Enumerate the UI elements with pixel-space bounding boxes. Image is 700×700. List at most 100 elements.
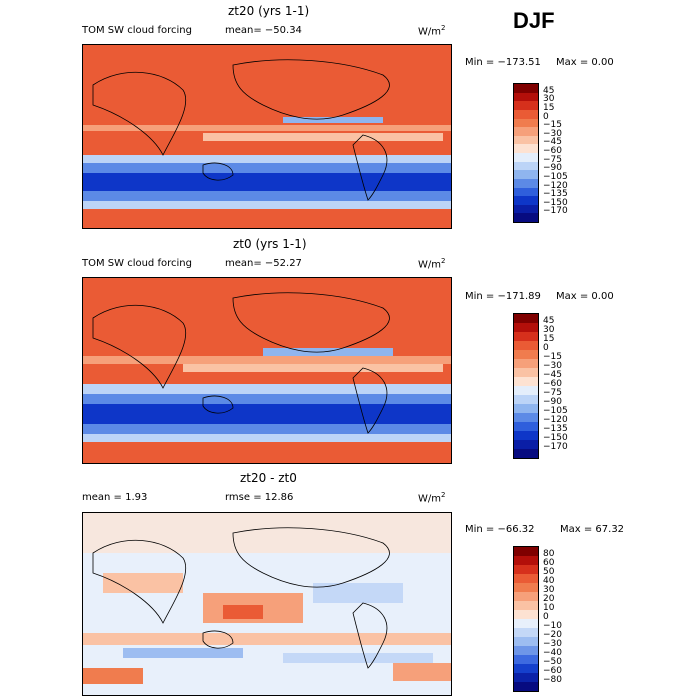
colorbar-swatch	[514, 153, 538, 162]
colorbar-tick-label: 15	[543, 102, 555, 113]
colorbar-tick-label: 45	[543, 316, 555, 326]
colorbar-tick-label: 20	[543, 594, 555, 604]
panel3-map-svg	[83, 513, 451, 695]
panel3-colorbar: 80 60 50 40 30 20 10 0 −10 −20 −30 −40 −50 −60 −80	[513, 546, 593, 692]
colorbar-swatch	[514, 583, 538, 592]
colorbar-tick-label: 50	[543, 567, 555, 577]
panel3-units: W/m2	[418, 491, 445, 504]
colorbar-tick-label: −135	[543, 189, 568, 200]
colorbar-swatch	[514, 431, 538, 440]
colorbar-tick-label: −80	[543, 675, 562, 685]
colorbar-swatch	[514, 84, 538, 93]
panel3-title: zt20 - zt0	[240, 471, 297, 485]
colorbar-swatch	[514, 144, 538, 154]
panel2-min: Min = −171.89	[465, 291, 541, 302]
panel1-max: Max = 0.00	[556, 57, 614, 68]
panel2-mean: mean= −52.27	[225, 258, 302, 269]
panel1-min: Min = −173.51	[465, 57, 541, 68]
colorbar-swatch	[514, 404, 538, 413]
colorbar-swatch	[514, 161, 538, 171]
colorbar-tick-label: −30	[543, 639, 562, 649]
colorbar-swatch	[514, 413, 538, 422]
colorbar-tick-label: −90	[543, 163, 562, 174]
colorbar-tick-label: −170	[543, 442, 568, 452]
colorbar-tick-label: −90	[543, 397, 562, 407]
colorbar-swatch	[514, 440, 538, 449]
panel3-units-base: W/m	[418, 493, 441, 505]
colorbar-swatch	[514, 127, 538, 137]
colorbar-tick-label: −105	[543, 406, 568, 416]
colorbar-box	[513, 83, 539, 223]
panel2-field-label: TOM SW cloud forcing	[82, 258, 192, 269]
colorbar-swatch	[514, 204, 538, 214]
colorbar-tick-label: −120	[543, 415, 568, 425]
colorbar-tick-label: −10	[543, 621, 562, 631]
panel1-title: zt20 (yrs 1-1)	[228, 4, 310, 18]
colorbar-tick-label: 30	[543, 94, 555, 105]
colorbar-tick-label: −15	[543, 352, 562, 362]
colorbar-swatch	[514, 386, 538, 395]
season-label: DJF	[513, 8, 555, 33]
panel3-max: Max = 67.32	[560, 524, 625, 535]
colorbar-swatch	[514, 556, 538, 565]
colorbar-swatch	[514, 109, 538, 119]
colorbar-tick-label: 0	[543, 111, 549, 122]
colorbar-tick-label: 30	[543, 585, 555, 595]
colorbar-tick-label: −135	[543, 424, 568, 434]
colorbar-swatch	[514, 368, 538, 377]
colorbar-tick-label: 60	[543, 558, 555, 568]
colorbar-swatch	[514, 92, 538, 102]
colorbar-tick-label: 0	[543, 612, 549, 622]
colorbar-swatch	[514, 673, 538, 682]
panel2-map	[82, 277, 452, 464]
colorbar-swatch	[514, 101, 538, 111]
colorbar-swatch	[514, 601, 538, 610]
panel2-max: Max = 0.00	[556, 291, 614, 302]
colorbar-tick-label: −105	[543, 171, 568, 182]
colorbar-tick-label: −20	[543, 630, 562, 640]
panel2-units-base: W/m	[418, 259, 441, 271]
colorbar-tick-label: −30	[543, 361, 562, 371]
colorbar-tick-label: −150	[543, 433, 568, 443]
panel3-mean: mean = 1.93	[82, 492, 148, 503]
colorbar-box	[513, 546, 539, 692]
panel2-map-svg	[83, 278, 451, 463]
colorbar-swatch	[514, 187, 538, 197]
colorbar-swatch	[514, 395, 538, 404]
colorbar-tick-label: 0	[543, 343, 549, 353]
panel2-units-exp: 2	[441, 257, 446, 265]
colorbar-tick-label: 30	[543, 325, 555, 335]
colorbar-swatch	[514, 118, 538, 128]
colorbar-swatch	[514, 170, 538, 180]
colorbar-tick-label: 15	[543, 334, 555, 344]
colorbar-swatch	[514, 592, 538, 601]
colorbar-swatch	[514, 682, 538, 691]
colorbar-tick-label: −170	[543, 206, 568, 217]
panel2-units: W/m2	[418, 257, 445, 270]
panel3-map	[82, 512, 452, 696]
colorbar-tick-label: 40	[543, 576, 555, 586]
colorbar-swatch	[514, 565, 538, 574]
colorbar-tick-label: −60	[543, 666, 562, 676]
panel1-map	[82, 44, 452, 229]
colorbar-tick-label: −45	[543, 137, 562, 148]
panel1-map-svg	[83, 45, 451, 228]
panel3-units-exp: 2	[441, 491, 446, 499]
colorbar-tick-label: −50	[543, 657, 562, 667]
colorbar-swatch	[514, 628, 538, 637]
colorbar-swatch	[514, 332, 538, 341]
colorbar-tick-label: 10	[543, 603, 555, 613]
colorbar-tick-label: −30	[543, 128, 562, 139]
colorbar-tick-label: −15	[543, 120, 562, 131]
colorbar-swatch	[514, 547, 538, 556]
colorbar-swatch	[514, 359, 538, 368]
colorbar-swatch	[514, 449, 538, 458]
colorbar-swatch	[514, 664, 538, 673]
colorbar-swatch	[514, 178, 538, 188]
colorbar-tick-label: 80	[543, 549, 555, 559]
colorbar-swatch	[514, 196, 538, 206]
colorbar-tick-label: −75	[543, 388, 562, 398]
colorbar-tick-label: −120	[543, 180, 568, 191]
colorbar-swatch	[514, 314, 538, 323]
colorbar-tick-label: −60	[543, 379, 562, 389]
